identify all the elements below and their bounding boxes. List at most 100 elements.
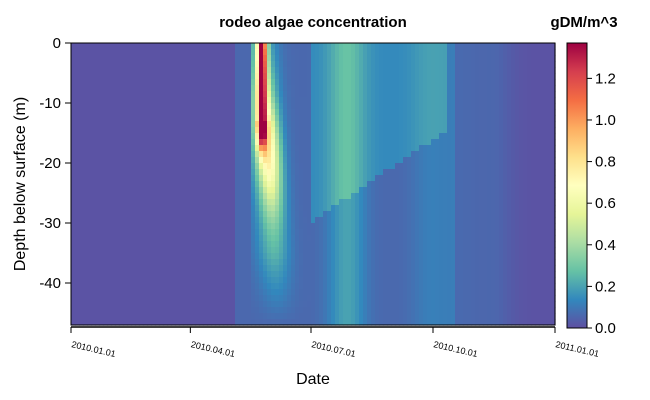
heatmap-cell [311,241,316,248]
heatmap-cell [455,229,460,236]
heatmap-cell [111,115,116,122]
heatmap-cell [279,301,284,308]
heatmap-cell [235,241,240,248]
heatmap-cell [251,211,256,218]
heatmap-cell [215,211,220,218]
heatmap-cell [115,139,120,146]
heatmap-cell [315,319,320,326]
heatmap-cell [283,73,288,80]
heatmap-cell [379,91,384,98]
heatmap-cell [207,85,212,92]
heatmap-cell [91,163,96,170]
heatmap-cell [227,289,232,296]
heatmap-cell [211,127,216,134]
heatmap-cell [295,211,300,218]
heatmap-cell [379,313,384,320]
heatmap-cell [295,277,300,284]
heatmap-cell [207,163,212,170]
heatmap-cell [431,139,436,146]
heatmap-cell [123,259,128,266]
heatmap-cell [323,49,328,56]
heatmap-cell [431,247,436,254]
heatmap-cell [487,109,492,116]
heatmap-cell [291,139,296,146]
heatmap-cell [139,127,144,134]
heatmap-cell [207,67,212,74]
heatmap-cell [319,205,324,212]
heatmap-cell [183,127,188,134]
heatmap-cell [79,133,84,140]
heatmap-cell [287,229,292,236]
heatmap-cell [279,157,284,164]
heatmap-cell [175,169,180,176]
heatmap-cell [439,271,444,278]
heatmap-cell [219,79,224,86]
heatmap-cell [215,175,220,182]
heatmap-cell [435,127,440,134]
heatmap-cell [327,67,332,74]
heatmap-cell [451,139,456,146]
heatmap-cell [331,97,336,104]
heatmap-cell [447,307,452,314]
heatmap-cell [415,295,420,302]
heatmap-cell [403,193,408,200]
heatmap-cell [247,67,252,74]
heatmap-cell [491,85,496,92]
heatmap-cell [251,253,256,260]
heatmap-cell [415,163,420,170]
heatmap-cell [371,139,376,146]
heatmap-cell [291,235,296,242]
heatmap-cell [435,223,440,230]
heatmap-cell [119,145,124,152]
heatmap-cell [471,229,476,236]
heatmap-cell [399,283,404,290]
heatmap-cell [439,139,444,146]
heatmap-cell [359,277,364,284]
heatmap-cell [323,211,328,218]
heatmap-cell [475,163,480,170]
heatmap-cell [339,157,344,164]
heatmap-cell [299,91,304,98]
heatmap-cell [263,139,268,146]
heatmap-cell [263,127,268,134]
heatmap-cell [247,283,252,290]
heatmap-cell [111,97,116,104]
heatmap-cell [195,91,200,98]
heatmap-cell [103,307,108,314]
heatmap-cell [467,109,472,116]
heatmap-cell [243,223,248,230]
heatmap-cell [75,229,80,236]
heatmap-cell [235,193,240,200]
heatmap-cell [251,319,256,326]
heatmap-cell [435,265,440,272]
heatmap-cell [447,211,452,218]
heatmap-cell [75,241,80,248]
heatmap-cell [103,223,108,230]
heatmap-cell [231,241,236,248]
heatmap-cell [123,295,128,302]
heatmap-cell [455,139,460,146]
heatmap-cell [83,229,88,236]
heatmap-cell [139,277,144,284]
heatmap-cell [343,181,348,188]
heatmap-cell [399,163,404,170]
heatmap-cell [459,271,464,278]
heatmap-cell [115,283,120,290]
heatmap-cell [223,73,228,80]
heatmap-cell [407,235,412,242]
heatmap-cell [475,67,480,74]
heatmap-cell [487,187,492,194]
heatmap-cell [387,265,392,272]
heatmap-cell [455,97,460,104]
heatmap-cell [431,205,436,212]
heatmap-cell [171,139,176,146]
heatmap-cell [363,319,368,326]
heatmap-cell [267,79,272,86]
heatmap-cell [199,241,204,248]
heatmap-cell [251,301,256,308]
heatmap-cell [247,217,252,224]
heatmap-cell [359,313,364,320]
heatmap-cell [299,49,304,56]
heatmap-cell [391,223,396,230]
heatmap-cell [339,91,344,98]
